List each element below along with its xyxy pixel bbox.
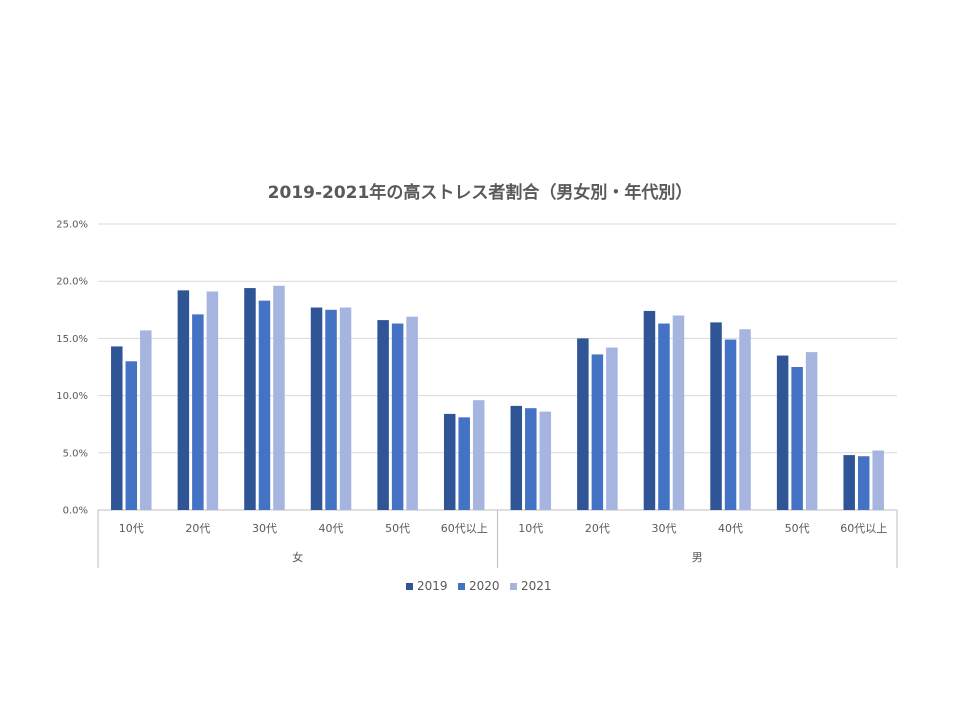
bar-2019 — [310, 307, 323, 510]
y-tick-label: 10.0% — [56, 391, 88, 402]
bar-2021 — [273, 285, 285, 510]
chart-title: 2019-2021年の高ストレス者割合（男女別・年代別） — [267, 183, 693, 203]
legend: 2019 2020 2021 — [406, 579, 552, 593]
bar-2021 — [672, 315, 685, 510]
x-category-label: 50代 — [385, 522, 410, 535]
bar-2019 — [776, 355, 789, 510]
bar-2020 — [125, 361, 138, 510]
y-tick-label: 0.0% — [63, 506, 88, 517]
x-category-label: 20代 — [585, 522, 610, 535]
bar-2020 — [525, 408, 537, 510]
bar-2021 — [872, 450, 884, 510]
bar-2019 — [577, 338, 589, 510]
legend-label: 2021 — [521, 579, 552, 593]
x-category-label: 30代 — [651, 522, 676, 535]
bar-2019 — [177, 290, 190, 510]
x-category-label: 40代 — [319, 522, 344, 535]
x-category-label: 60代以上 — [840, 522, 887, 535]
bar-2019 — [843, 455, 855, 510]
x-category-label: 10代 — [119, 522, 144, 535]
legend-swatch — [510, 583, 517, 590]
bar-2020 — [192, 314, 204, 510]
bar-2020 — [724, 339, 737, 510]
bar-2020 — [791, 367, 803, 510]
legend-swatch — [406, 583, 413, 590]
bars — [111, 285, 884, 510]
bar-2021 — [606, 347, 618, 510]
y-tick-label: 20.0% — [56, 277, 88, 288]
bar-2021 — [805, 352, 818, 510]
x-category-label: 60代以上 — [441, 522, 488, 535]
x-category-label: 40代 — [718, 522, 743, 535]
y-tick-label: 15.0% — [56, 334, 88, 345]
bar-2019 — [710, 322, 722, 510]
bar-2020 — [458, 417, 470, 510]
x-category-label: 50代 — [785, 522, 810, 535]
bar-2020 — [658, 323, 670, 510]
y-tick-label: 5.0% — [63, 448, 88, 459]
bar-2021 — [339, 307, 352, 510]
bar-2019 — [244, 288, 256, 510]
bar-2019 — [111, 346, 123, 510]
bar-2021 — [140, 330, 152, 510]
bar-2021 — [472, 400, 485, 510]
bar-2021 — [206, 291, 219, 510]
bar-2019 — [510, 405, 523, 510]
y-tick-label: 25.0% — [56, 220, 88, 231]
bar-2019 — [643, 310, 656, 510]
y-axis-ticks: 0.0% 5.0% 10.0% 15.0% 20.0% 25.0% — [56, 220, 88, 517]
x-category-label: 20代 — [185, 522, 210, 535]
legend-swatch — [458, 583, 465, 590]
bar-2020 — [325, 309, 337, 510]
bar-2020 — [591, 354, 604, 510]
bar-2021 — [539, 411, 552, 510]
bar-2020 — [258, 300, 271, 510]
legend-label: 2020 — [469, 579, 500, 593]
legend-label: 2019 — [417, 579, 448, 593]
bar-2020 — [391, 323, 404, 510]
x-category-label: 10代 — [518, 522, 543, 535]
x-group-label: 男 — [692, 551, 703, 564]
x-category-label: 30代 — [252, 522, 277, 535]
bar-2021 — [739, 329, 751, 510]
bar-2021 — [406, 316, 418, 510]
x-group-label: 女 — [292, 550, 303, 564]
x-axis: 10代 20代 30代 40代 50代 60代以上 10代 20代 30代 40代 50代 60代以上… — [97, 510, 898, 568]
bar-2020 — [857, 456, 870, 510]
bar-2019 — [443, 413, 456, 510]
bar-2019 — [377, 320, 389, 510]
